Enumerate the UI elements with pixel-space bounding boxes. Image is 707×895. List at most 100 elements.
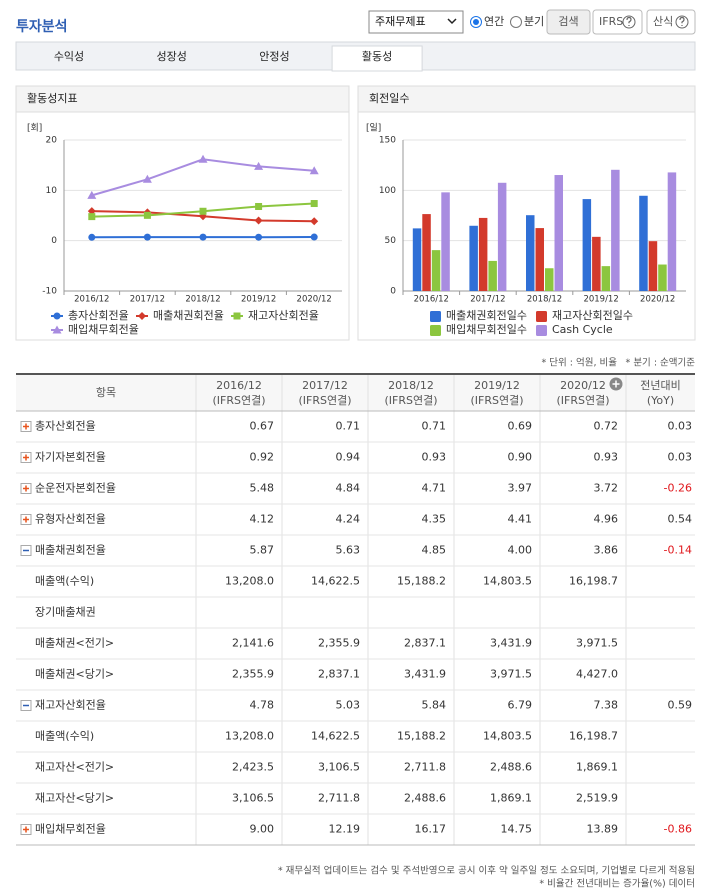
cell-value: 0.71	[336, 420, 361, 433]
column-subheader: (IFRS연결)	[212, 394, 265, 407]
row-label: 재고자산회전율	[35, 699, 106, 712]
cell-value: 13.89	[587, 823, 619, 836]
cell-value: 3.72	[594, 482, 619, 495]
point	[199, 233, 207, 241]
row-label: 자기자본회전율	[35, 451, 106, 464]
cell-value: 16,198.7	[569, 730, 618, 743]
bar	[526, 215, 535, 291]
point	[255, 233, 263, 241]
cell-value: 5.03	[336, 699, 361, 712]
y-tick-label: 20	[46, 136, 58, 146]
cell-value: 2,355.9	[318, 637, 360, 650]
select-arrow	[447, 18, 457, 25]
point	[138, 312, 146, 320]
legend-swatch	[430, 311, 441, 322]
y-tick-label: 100	[379, 186, 396, 196]
y-tick-label: 150	[379, 136, 396, 146]
point	[52, 325, 62, 334]
legend-label: 매입채무회전일수	[446, 322, 527, 336]
point	[254, 161, 264, 170]
point	[88, 233, 96, 241]
expand-glyph	[23, 485, 29, 492]
expand-all-glyph	[612, 380, 620, 388]
column-header: 2019/12	[474, 379, 520, 392]
cell-value: 15,188.2	[397, 575, 446, 588]
tab-active[interactable]	[331, 45, 423, 72]
button[interactable]	[546, 9, 591, 35]
cell-value: 0.69	[508, 420, 533, 433]
y-tick-label: 0	[51, 236, 57, 246]
x-tick-label: 2017/12	[130, 295, 165, 305]
cell-value: 0.94	[336, 451, 361, 464]
point	[87, 190, 97, 199]
legend-label: 총자산회전율	[68, 309, 129, 322]
button-label: IFRS	[599, 15, 623, 28]
row-label: 매입채무회전율	[35, 823, 106, 836]
chart-panel	[357, 85, 696, 341]
yoy-value: 0.03	[668, 451, 693, 464]
cell-value: 2,488.6	[490, 761, 532, 774]
bar	[431, 250, 441, 291]
cell-value: 6.79	[508, 699, 533, 712]
cell-value: 16,198.7	[569, 575, 618, 588]
cell-value: 3,431.9	[404, 668, 446, 681]
cell-value: 13,208.0	[225, 575, 274, 588]
point	[310, 233, 318, 241]
bar	[648, 241, 658, 291]
x-tick-label: 2018/12	[185, 295, 220, 305]
page-title: 투자분석	[16, 19, 68, 35]
bar	[667, 172, 677, 291]
bar	[545, 268, 554, 291]
cell-value: 3,971.5	[490, 668, 532, 681]
radio-dot	[473, 19, 479, 25]
help-glyph	[626, 16, 632, 26]
bar	[441, 192, 450, 291]
y-tick-label: 50	[385, 236, 397, 246]
radio-label: 분기	[524, 15, 544, 28]
bar	[592, 236, 601, 291]
tab: 활동성	[362, 49, 392, 63]
cell-value: 2,423.5	[232, 761, 274, 774]
row-label: 재고자산<당기>	[35, 792, 114, 805]
chart-header	[15, 85, 350, 113]
bar	[554, 175, 563, 291]
cell-value: 5.63	[336, 544, 361, 557]
cell-value: 14,622.5	[311, 730, 360, 743]
bar	[658, 264, 667, 291]
cell-value: 0.93	[422, 451, 447, 464]
bar	[488, 260, 497, 291]
bar	[639, 195, 648, 291]
column-header: 2020/12	[560, 379, 606, 392]
cell-value: 1,869.1	[490, 792, 532, 805]
cell-value: 4.41	[508, 513, 533, 526]
point	[310, 217, 319, 226]
bar	[582, 199, 592, 291]
cell-value: 9.00	[250, 823, 275, 836]
yoy-value: -0.14	[664, 544, 692, 557]
radio[interactable]	[510, 16, 522, 28]
cell-value: 3,971.5	[576, 637, 618, 650]
row-label: 매출채권<전기>	[35, 637, 114, 650]
button-label: 산식	[653, 15, 673, 28]
point	[53, 312, 61, 320]
help-glyph	[679, 16, 685, 26]
row-label: 매출액(수익)	[35, 730, 94, 743]
row-label: 유형자산회전율	[35, 513, 106, 526]
column-subheader: (YoY)	[647, 394, 674, 407]
select[interactable]	[368, 10, 464, 34]
cell-value: 2,711.8	[404, 761, 446, 774]
x-tick-label: 2016/12	[74, 295, 109, 305]
x-tick-label: 2019/12	[583, 295, 618, 305]
point	[88, 213, 96, 221]
cell-value: 7.38	[594, 699, 619, 712]
legend-label: 매출채권회전일수	[446, 308, 527, 322]
x-tick-label: 2019/12	[241, 295, 276, 305]
cell-value: 0.71	[422, 420, 447, 433]
cell-value: 12.19	[329, 823, 361, 836]
cell-value: 1,869.1	[576, 761, 618, 774]
legend-label: 재고자산회전일수	[552, 308, 633, 322]
legend-label: 매입채무회전율	[68, 323, 139, 336]
cell-value: 0.93	[594, 451, 619, 464]
point	[255, 202, 263, 210]
yoy-value: 0.54	[668, 513, 693, 526]
